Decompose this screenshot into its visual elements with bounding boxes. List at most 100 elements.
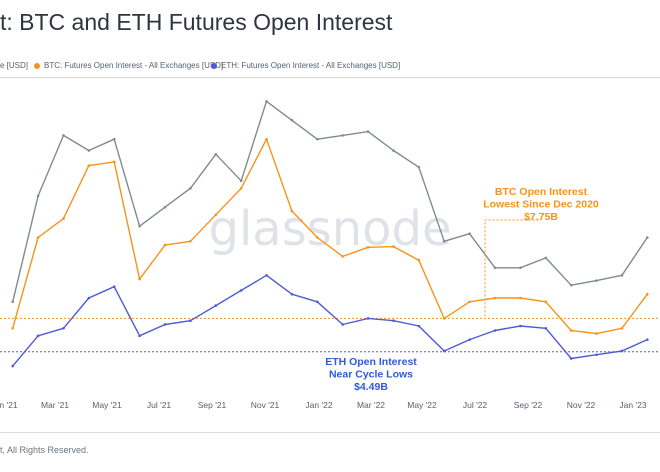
data-point-btc xyxy=(569,329,573,332)
data-point-eth xyxy=(417,324,421,328)
data-point-price xyxy=(62,134,65,137)
legend: e [USD] BTC: Futures Open Interest - All… xyxy=(0,61,660,75)
legend-item-btc[interactable]: BTC: Futures Open Interest - All Exchang… xyxy=(34,61,223,70)
data-point-btc xyxy=(392,245,395,248)
data-point-price xyxy=(87,149,91,152)
data-point-price xyxy=(341,134,344,137)
data-point-price xyxy=(163,205,167,209)
legend-item-price[interactable]: e [USD] xyxy=(0,61,28,70)
legend-dot-btc-icon xyxy=(34,62,40,69)
data-point-price xyxy=(595,279,598,282)
data-point-eth xyxy=(36,334,40,338)
data-point-eth xyxy=(265,274,268,277)
data-point-btc xyxy=(341,255,344,258)
annotation-btc-line: $7.75B xyxy=(524,211,558,223)
x-tick-label: May '22 xyxy=(407,400,437,410)
annotation-btc-connector xyxy=(484,219,541,317)
data-point-price xyxy=(392,149,395,152)
x-tick-label: Nov '21 xyxy=(251,400,280,410)
data-point-btc xyxy=(36,236,40,239)
x-tick-label: Jan '21 xyxy=(0,400,18,410)
data-point-eth xyxy=(493,329,497,332)
data-point-btc xyxy=(239,187,243,190)
x-tick-label: Sep '21 xyxy=(198,400,227,410)
data-point-btc xyxy=(11,326,14,330)
data-point-eth xyxy=(11,364,14,368)
data-point-eth xyxy=(519,324,522,328)
data-point-price xyxy=(11,300,14,304)
data-point-eth xyxy=(646,338,649,341)
annotation-btc-line: BTC Open Interest xyxy=(495,186,588,198)
data-point-eth xyxy=(442,349,446,353)
legend-divider xyxy=(0,77,660,78)
data-point-eth xyxy=(87,296,91,300)
legend-dot-eth-icon xyxy=(211,62,217,69)
data-point-price xyxy=(265,100,268,103)
annotation-eth-line: ETH Open Interest xyxy=(325,356,417,368)
data-point-price xyxy=(239,179,243,183)
data-point-eth xyxy=(138,334,141,338)
data-point-btc xyxy=(163,243,167,247)
data-point-btc xyxy=(646,292,649,296)
data-point-price xyxy=(112,137,116,141)
x-tick-label: May '21 xyxy=(92,400,122,410)
data-point-btc xyxy=(366,246,370,249)
data-point-eth xyxy=(544,326,548,330)
x-tick-label: Sep '22 xyxy=(514,400,543,410)
legend-label-eth: ETH: Futures Open Interest - All Exchang… xyxy=(221,61,401,70)
data-point-eth xyxy=(239,289,243,292)
data-point-price xyxy=(214,152,218,156)
x-tick-label: Mar '21 xyxy=(41,400,69,410)
x-tick-label: Mar '22 xyxy=(357,400,385,410)
annotation-btc-line: Lowest Since Dec 2020 xyxy=(483,199,599,211)
data-point-eth xyxy=(392,319,395,323)
x-tick-label: Jan '22 xyxy=(305,400,332,410)
data-point-price xyxy=(569,283,573,287)
series-line-price xyxy=(12,100,648,302)
x-tick-label: Nov '22 xyxy=(567,400,596,410)
annotation-eth-line: $4.49B xyxy=(354,381,388,393)
data-point-eth xyxy=(189,319,192,323)
data-point-eth xyxy=(290,292,294,296)
data-point-btc xyxy=(544,300,548,304)
data-point-btc xyxy=(468,300,471,304)
data-point-eth xyxy=(214,304,218,307)
x-tick-label: Jan '23 xyxy=(619,400,646,410)
data-point-eth xyxy=(112,285,116,288)
data-point-eth xyxy=(62,326,65,330)
data-point-price xyxy=(646,236,649,239)
data-point-price xyxy=(138,224,141,228)
data-point-btc xyxy=(87,164,91,167)
x-tick-label: Jul '21 xyxy=(147,400,172,410)
data-point-btc xyxy=(62,217,65,220)
data-point-btc xyxy=(620,326,624,330)
data-point-btc xyxy=(442,317,446,320)
data-point-eth xyxy=(316,300,319,304)
x-tick-label: Jul '22 xyxy=(463,400,488,410)
watermark-text: glassnode xyxy=(208,201,451,257)
footer-divider xyxy=(0,432,660,433)
data-point-price xyxy=(417,165,421,169)
data-point-btc xyxy=(290,209,294,213)
legend-label-btc: BTC: Futures Open Interest - All Exchang… xyxy=(44,61,224,70)
data-point-btc xyxy=(189,239,192,243)
data-point-price xyxy=(620,274,624,277)
data-point-btc xyxy=(417,258,421,262)
legend-item-eth[interactable]: ETH: Futures Open Interest - All Exchang… xyxy=(211,61,400,70)
data-point-price xyxy=(544,256,548,260)
data-point-btc xyxy=(493,296,497,300)
data-point-eth xyxy=(569,357,573,360)
data-point-price xyxy=(468,232,471,236)
chart-title: t: BTC and ETH Futures Open Interest xyxy=(0,9,393,35)
data-point-eth xyxy=(595,353,598,357)
data-point-eth xyxy=(366,317,370,320)
data-point-btc xyxy=(316,236,319,239)
data-point-eth xyxy=(163,323,167,326)
data-point-btc xyxy=(595,332,598,335)
data-point-price xyxy=(519,266,522,270)
data-point-price xyxy=(189,187,192,190)
data-point-eth xyxy=(620,349,624,353)
data-point-price xyxy=(316,137,319,141)
data-point-btc xyxy=(265,137,268,141)
